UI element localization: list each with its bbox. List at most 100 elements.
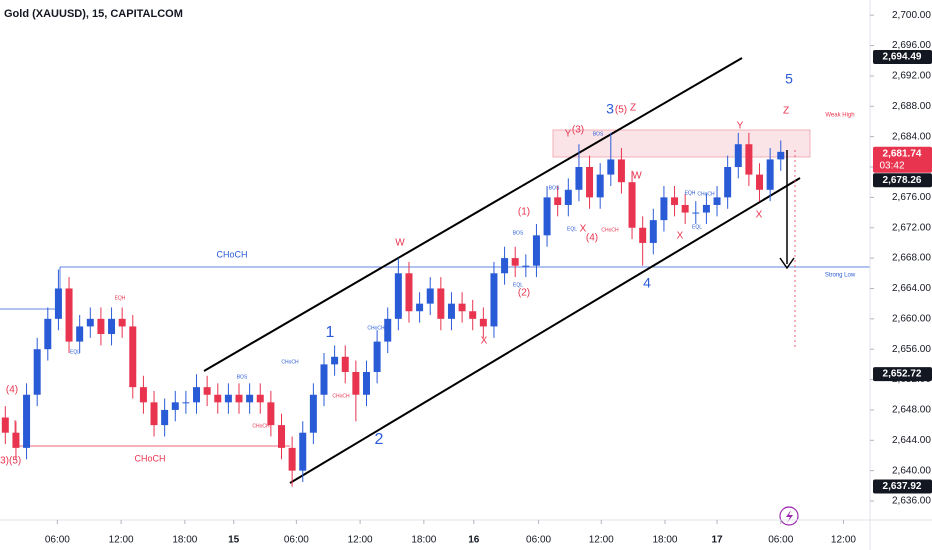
- candle-body: [394, 273, 402, 319]
- alert-icon[interactable]: [779, 506, 799, 526]
- candle-body: [586, 167, 594, 198]
- annotation: 3: [606, 101, 614, 117]
- candle-body: [33, 349, 41, 395]
- candle-body: [65, 288, 73, 342]
- annotation: BOS: [549, 185, 560, 191]
- candle-body: [278, 425, 286, 448]
- candle-body: [86, 318, 94, 327]
- annotation: (3)(5): [0, 456, 21, 467]
- x-tick-label: 06:00: [526, 535, 551, 546]
- chart-title: Gold (XAUUSD), 15, CAPITALCOM: [4, 8, 183, 20]
- annotation: (1): [518, 207, 530, 218]
- price-label-box: [873, 479, 932, 494]
- annotation: (3): [572, 125, 584, 136]
- candle-body: [320, 364, 328, 395]
- y-tick-label: 2,688.00: [892, 101, 931, 112]
- annotation: CHoCH: [216, 249, 247, 259]
- candle-body: [76, 326, 84, 342]
- annotation: BOS: [593, 131, 604, 137]
- annotation: BOS: [237, 374, 248, 380]
- candle-body: [501, 258, 509, 274]
- y-tick-label: 2,700.00: [892, 10, 931, 21]
- annotation: CHoCH: [134, 453, 165, 463]
- candle-body: [734, 144, 742, 168]
- annotation: CHoCH: [332, 393, 350, 399]
- annotation: (4): [6, 385, 18, 396]
- x-tick-label: 06:00: [768, 535, 793, 546]
- annotation: X: [481, 336, 488, 347]
- x-tick-label: 15: [228, 535, 240, 546]
- candle-body: [628, 182, 636, 228]
- candle-body: [150, 402, 158, 426]
- annotation: W: [395, 238, 405, 249]
- candle-body: [54, 288, 62, 319]
- candle-body: [766, 159, 774, 190]
- y-tick-label: 2,696.00: [892, 40, 931, 51]
- annotation: Y: [565, 129, 572, 140]
- y-tick-label: 2,664.00: [892, 283, 931, 294]
- candle-body: [543, 197, 551, 236]
- annotation: EQL: [692, 224, 702, 230]
- candle-body: [139, 387, 147, 403]
- x-tick-label: 18:00: [652, 535, 677, 546]
- annotation: X: [756, 210, 763, 221]
- candle-body: [692, 212, 700, 214]
- candle-body: [447, 303, 455, 319]
- y-tick-label: 2,676.00: [892, 192, 931, 203]
- annotation: X: [580, 224, 587, 235]
- annotation: Z: [783, 106, 789, 117]
- price-label-box: [873, 367, 932, 382]
- candle-body: [118, 318, 126, 327]
- price-label-box: [873, 50, 932, 65]
- annotation: CHoCH: [601, 227, 619, 233]
- y-tick-label: 2,648.00: [892, 405, 931, 416]
- price-label: 2,694.49: [883, 52, 922, 63]
- price-label-box: [873, 173, 932, 188]
- candle-body: [724, 167, 732, 198]
- countdown: 03:42: [879, 160, 904, 171]
- candle-body: [171, 402, 179, 410]
- y-tick-label: 2,636.00: [892, 496, 931, 507]
- annotation: 4: [643, 275, 651, 291]
- x-tick-label: 12:00: [831, 535, 856, 546]
- candle-body: [1, 417, 9, 433]
- candle-body: [44, 318, 52, 350]
- weak-high-zone: [552, 129, 811, 158]
- candle-body: [458, 303, 466, 312]
- price-label: 2,681.74: [883, 148, 922, 159]
- candle-body: [214, 394, 222, 403]
- candle-body: [596, 174, 604, 198]
- x-tick-label: 12:00: [109, 535, 134, 546]
- y-tick-label: 2,640.00: [892, 465, 931, 476]
- channel-upper: [203, 57, 743, 372]
- candle-body: [362, 371, 370, 395]
- candle-body: [490, 273, 498, 327]
- candle-body: [649, 220, 657, 243]
- x-tick-label: 12:00: [589, 535, 614, 546]
- x-tick-label: 18:00: [172, 535, 197, 546]
- candle-body: [108, 318, 116, 335]
- candle-body: [203, 387, 211, 395]
- annotation: 2: [375, 431, 384, 448]
- candle-body: [129, 326, 137, 388]
- annotation: W: [632, 171, 642, 182]
- candle-body: [426, 288, 434, 304]
- candle-body: [639, 227, 647, 243]
- arrow-head: [779, 257, 795, 270]
- x-tick-label: 17: [711, 535, 723, 546]
- y-tick-label: 2,644.00: [892, 435, 931, 446]
- annotation: 1: [326, 324, 335, 341]
- candle-body: [511, 258, 519, 266]
- candle-body: [564, 189, 572, 205]
- candle-body: [299, 432, 307, 471]
- candle-body: [373, 341, 381, 372]
- y-tick-label: 2,660.00: [892, 313, 931, 324]
- candle-body: [607, 159, 615, 175]
- candle-body: [405, 273, 413, 312]
- annotation: EQH: [115, 295, 126, 301]
- price-label-box: [873, 146, 932, 173]
- candle-body: [384, 318, 392, 342]
- annotation: Strong Low: [825, 273, 856, 279]
